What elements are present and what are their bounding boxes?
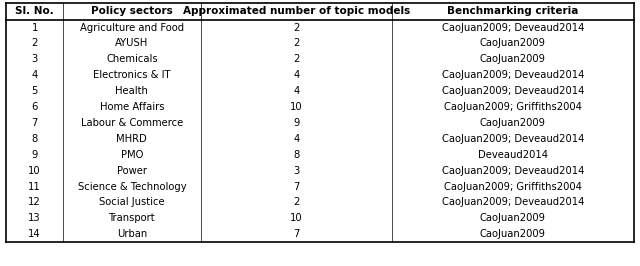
Text: Policy sectors: Policy sectors bbox=[91, 6, 173, 16]
Text: 6: 6 bbox=[31, 102, 38, 112]
Text: Benchmarking criteria: Benchmarking criteria bbox=[447, 6, 579, 16]
Text: 10: 10 bbox=[290, 102, 303, 112]
Text: 4: 4 bbox=[293, 134, 300, 144]
Text: CaoJuan2009; Deveaud2014: CaoJuan2009; Deveaud2014 bbox=[442, 23, 584, 32]
Text: 3: 3 bbox=[293, 166, 300, 176]
Text: 4: 4 bbox=[293, 70, 300, 80]
Text: 3: 3 bbox=[31, 54, 38, 64]
Text: 9: 9 bbox=[293, 118, 300, 128]
Text: 10: 10 bbox=[28, 166, 41, 176]
Text: 1: 1 bbox=[31, 23, 38, 32]
Text: 2: 2 bbox=[293, 39, 300, 48]
Text: 8: 8 bbox=[31, 134, 38, 144]
Text: Home Affairs: Home Affairs bbox=[100, 102, 164, 112]
Text: 12: 12 bbox=[28, 197, 41, 207]
Text: 11: 11 bbox=[28, 182, 41, 192]
Text: CaoJuan2009: CaoJuan2009 bbox=[480, 118, 546, 128]
Text: CaoJuan2009; Deveaud2014: CaoJuan2009; Deveaud2014 bbox=[442, 70, 584, 80]
Text: 7: 7 bbox=[293, 229, 300, 239]
Text: 4: 4 bbox=[31, 70, 38, 80]
Text: CaoJuan2009: CaoJuan2009 bbox=[480, 229, 546, 239]
Text: AYUSH: AYUSH bbox=[115, 39, 148, 48]
Text: 14: 14 bbox=[28, 229, 41, 239]
Text: CaoJuan2009; Deveaud2014: CaoJuan2009; Deveaud2014 bbox=[442, 134, 584, 144]
Text: 10: 10 bbox=[290, 213, 303, 223]
Text: 2: 2 bbox=[31, 39, 38, 48]
Text: Agriculture and Food: Agriculture and Food bbox=[80, 23, 184, 32]
Text: Sl. No.: Sl. No. bbox=[15, 6, 54, 16]
Text: Chemicals: Chemicals bbox=[106, 54, 157, 64]
Text: CaoJuan2009; Deveaud2014: CaoJuan2009; Deveaud2014 bbox=[442, 197, 584, 207]
Text: Urban: Urban bbox=[116, 229, 147, 239]
Text: Health: Health bbox=[115, 86, 148, 96]
Text: Electronics & IT: Electronics & IT bbox=[93, 70, 171, 80]
Text: CaoJuan2009; Griffiths2004: CaoJuan2009; Griffiths2004 bbox=[444, 102, 582, 112]
Text: 8: 8 bbox=[293, 150, 300, 160]
Text: CaoJuan2009; Griffiths2004: CaoJuan2009; Griffiths2004 bbox=[444, 182, 582, 192]
Text: Transport: Transport bbox=[109, 213, 155, 223]
Text: 7: 7 bbox=[31, 118, 38, 128]
Text: 13: 13 bbox=[28, 213, 41, 223]
Text: 7: 7 bbox=[293, 182, 300, 192]
Text: Science & Technology: Science & Technology bbox=[77, 182, 186, 192]
Text: Labour & Commerce: Labour & Commerce bbox=[81, 118, 183, 128]
Text: MHRD: MHRD bbox=[116, 134, 147, 144]
Text: 5: 5 bbox=[31, 86, 38, 96]
Text: 2: 2 bbox=[293, 54, 300, 64]
Text: 4: 4 bbox=[293, 86, 300, 96]
Text: Approximated number of topic models: Approximated number of topic models bbox=[183, 6, 410, 16]
Text: Deveaud2014: Deveaud2014 bbox=[478, 150, 548, 160]
Text: 2: 2 bbox=[293, 23, 300, 32]
Text: 9: 9 bbox=[31, 150, 38, 160]
Text: CaoJuan2009; Deveaud2014: CaoJuan2009; Deveaud2014 bbox=[442, 166, 584, 176]
Text: PMO: PMO bbox=[121, 150, 143, 160]
Text: CaoJuan2009: CaoJuan2009 bbox=[480, 213, 546, 223]
Text: Power: Power bbox=[117, 166, 147, 176]
Text: CaoJuan2009: CaoJuan2009 bbox=[480, 39, 546, 48]
Text: Social Justice: Social Justice bbox=[99, 197, 164, 207]
Text: CaoJuan2009; Deveaud2014: CaoJuan2009; Deveaud2014 bbox=[442, 86, 584, 96]
Text: CaoJuan2009: CaoJuan2009 bbox=[480, 54, 546, 64]
Text: 2: 2 bbox=[293, 197, 300, 207]
